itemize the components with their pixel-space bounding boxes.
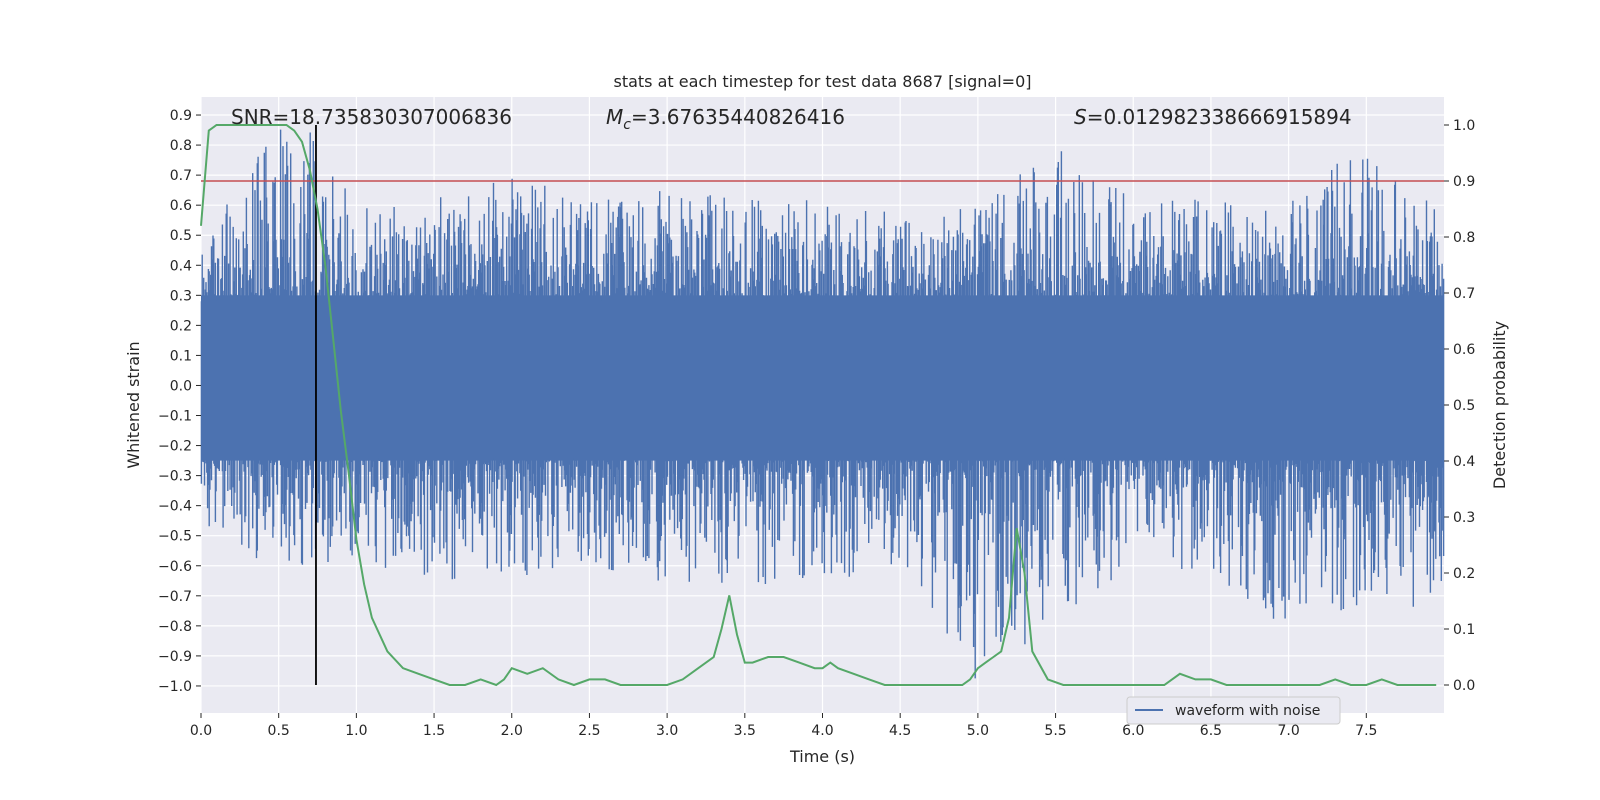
annotation-snr: SNR=18.735830307006836 (231, 105, 512, 129)
axes: 0.0 0.5 1.0 1.5 2.0 2.5 3.0 3.5 4.0 4.5 5.0 5.5 6.0 6… (158, 108, 1475, 739)
annotation-mc-symbol: M (606, 105, 623, 129)
plot-area (200, 97, 1445, 713)
y-tick-label-left: 0.1 (170, 348, 192, 364)
y-tick-label-left: −0.7 (158, 589, 192, 605)
x-tick-label: 7.5 (1355, 723, 1377, 739)
x-tick-label: 5.5 (1044, 723, 1066, 739)
annotation-s-symbol: S (1074, 105, 1087, 129)
legend: waveform with noise (1126, 696, 1341, 725)
x-tick-label: 0.0 (190, 723, 212, 739)
y-tick-label-left: −0.3 (158, 469, 192, 485)
y-tick-label-left: 0.4 (170, 258, 192, 274)
x-tick-label: 3.0 (656, 723, 678, 739)
y-tick-label-left: 0.0 (170, 378, 192, 394)
y-tick-label-right: 0.1 (1453, 622, 1475, 638)
y-tick-label-left: −0.8 (158, 619, 192, 635)
x-tick-label: 6.5 (1200, 723, 1222, 739)
x-tick-label: 2.0 (501, 723, 523, 739)
y-tick-label-right: 0.6 (1453, 342, 1475, 358)
y-tick-label-left: 0.3 (170, 288, 192, 304)
chart-title: stats at each timestep for test data 868… (613, 72, 1031, 91)
x-tick-label: 0.5 (268, 723, 290, 739)
legend-entry-waveform: waveform with noise (1175, 703, 1320, 719)
overlay (200, 124, 1444, 687)
y-tick-label-left: 0.7 (170, 168, 192, 184)
y-tick-label-right: 0.7 (1453, 286, 1475, 302)
y-tick-label-left: 0.5 (170, 228, 192, 244)
x-tick-label: 6.0 (1122, 723, 1144, 739)
legend-box (1126, 696, 1341, 725)
y-tick-label-left: 0.6 (170, 198, 192, 214)
x-tick-label: 4.0 (811, 723, 833, 739)
y-tick-label-right: 0.2 (1453, 566, 1475, 582)
y-tick-label-left: 0.9 (170, 108, 192, 124)
y-tick-label-left: 0.2 (170, 318, 192, 334)
x-tick-label: 1.5 (423, 723, 445, 739)
y-axis-label-left: Whitened strain (124, 341, 143, 468)
x-tick-label: 3.5 (734, 723, 756, 739)
y-tick-label-left: −0.6 (158, 559, 192, 575)
y-tick-label-right: 1.0 (1453, 118, 1475, 134)
y-tick-label-right: 0.5 (1453, 398, 1475, 414)
y-tick-label-right: 0.9 (1453, 174, 1475, 190)
annotation-s: S=0.012982338666915894 (1074, 105, 1352, 129)
y-tick-label-right: 0.0 (1453, 678, 1475, 694)
annotation-s-value: =0.012982338666915894 (1087, 105, 1352, 129)
x-tick-label: 5.0 (967, 723, 989, 739)
y-axis-label-right: Detection probability (1490, 321, 1509, 489)
y-tick-label-left: 0.8 (170, 138, 192, 154)
x-axis-label: Time (s) (789, 747, 855, 766)
probability-line (200, 124, 1437, 687)
annotation-chirp-mass: Mc=3.67635440826416 (606, 105, 845, 133)
x-tick-label: 4.5 (889, 723, 911, 739)
y-tick-label-right: 0.4 (1453, 454, 1475, 470)
y-tick-label-left: −0.5 (158, 529, 192, 545)
annotation-mc-subscript: c (623, 117, 631, 133)
waveform-trace (200, 129, 1445, 679)
y-tick-label-left: −0.1 (158, 409, 192, 425)
annotation-mc-value: =3.67635440826416 (631, 105, 845, 129)
y-tick-label-left: −0.4 (158, 499, 192, 515)
y-tick-label-left: −0.2 (158, 439, 192, 455)
x-tick-label: 7.0 (1277, 723, 1299, 739)
waveform-series (200, 129, 1445, 679)
y-tick-label-right: 0.8 (1453, 230, 1475, 246)
x-tick-label: 1.0 (345, 723, 367, 739)
y-tick-label-right: 0.3 (1453, 510, 1475, 526)
x-tick-label: 2.5 (578, 723, 600, 739)
y-tick-label-left: −1.0 (158, 679, 192, 695)
y-tick-label-left: −0.9 (158, 649, 192, 665)
